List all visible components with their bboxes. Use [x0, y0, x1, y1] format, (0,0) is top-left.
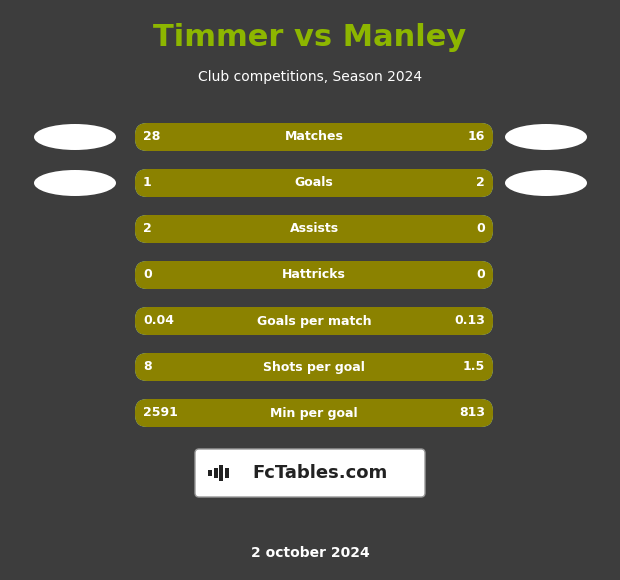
- Bar: [213, 469, 218, 477]
- Text: 1.5: 1.5: [463, 361, 485, 374]
- Text: Min per goal: Min per goal: [270, 407, 358, 419]
- Text: Matches: Matches: [285, 130, 343, 143]
- FancyBboxPatch shape: [135, 353, 493, 381]
- Bar: [224, 467, 229, 478]
- Text: 2591: 2591: [143, 407, 178, 419]
- FancyBboxPatch shape: [135, 215, 493, 243]
- Text: 2: 2: [476, 176, 485, 190]
- Text: 2 october 2024: 2 october 2024: [250, 546, 370, 560]
- Ellipse shape: [505, 170, 587, 196]
- Text: 8: 8: [143, 361, 152, 374]
- FancyBboxPatch shape: [195, 449, 425, 497]
- FancyBboxPatch shape: [135, 169, 493, 197]
- Text: 28: 28: [143, 130, 161, 143]
- Text: Timmer vs Manley: Timmer vs Manley: [153, 24, 467, 53]
- Text: 0.04: 0.04: [143, 314, 174, 328]
- Ellipse shape: [34, 124, 116, 150]
- Text: 2: 2: [143, 223, 152, 235]
- Ellipse shape: [505, 124, 587, 150]
- Text: 0: 0: [476, 223, 485, 235]
- Text: Goals per match: Goals per match: [257, 314, 371, 328]
- Text: Hattricks: Hattricks: [282, 269, 346, 281]
- FancyBboxPatch shape: [135, 307, 493, 335]
- FancyBboxPatch shape: [135, 215, 493, 243]
- FancyBboxPatch shape: [135, 261, 493, 289]
- Text: Shots per goal: Shots per goal: [263, 361, 365, 374]
- Text: 0: 0: [476, 269, 485, 281]
- Text: 0.13: 0.13: [454, 314, 485, 328]
- Text: 813: 813: [459, 407, 485, 419]
- FancyBboxPatch shape: [135, 307, 493, 335]
- FancyBboxPatch shape: [135, 123, 493, 151]
- FancyBboxPatch shape: [135, 399, 493, 427]
- Ellipse shape: [34, 170, 116, 196]
- Text: 0: 0: [143, 269, 152, 281]
- FancyBboxPatch shape: [135, 261, 493, 289]
- Text: FcTables.com: FcTables.com: [252, 464, 388, 482]
- Text: 16: 16: [467, 130, 485, 143]
- Text: Club competitions, Season 2024: Club competitions, Season 2024: [198, 70, 422, 84]
- Text: Goals: Goals: [294, 176, 334, 190]
- FancyBboxPatch shape: [135, 123, 493, 151]
- FancyBboxPatch shape: [135, 353, 493, 381]
- Text: Assists: Assists: [290, 223, 339, 235]
- Bar: [219, 465, 223, 481]
- FancyBboxPatch shape: [135, 399, 493, 427]
- Text: 1: 1: [143, 176, 152, 190]
- Bar: [208, 470, 212, 476]
- FancyBboxPatch shape: [135, 169, 493, 197]
